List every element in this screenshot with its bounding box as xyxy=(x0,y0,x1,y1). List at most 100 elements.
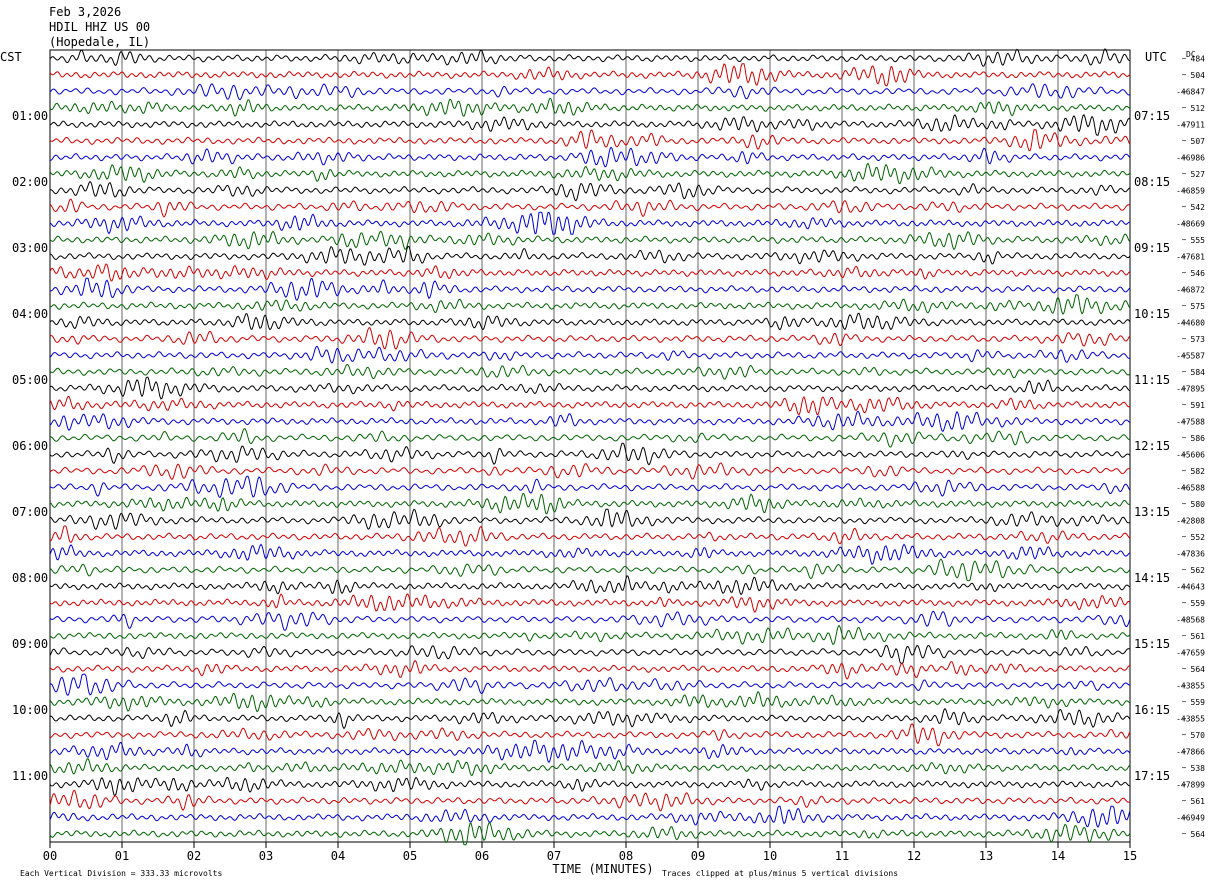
dc-value: -47588 xyxy=(1176,417,1205,426)
utc-hour-label: 12:15 xyxy=(1134,439,1170,453)
dc-value: -46872 xyxy=(1176,285,1205,294)
dc-value: -47899 xyxy=(1176,780,1205,789)
trace-line-39 xyxy=(49,673,1131,696)
cst-hour-label: 10:00 xyxy=(12,703,48,717)
dc-value: 591 xyxy=(1191,401,1206,410)
utc-hour-label: 11:15 xyxy=(1134,373,1170,387)
trace-line-3 xyxy=(49,83,1131,101)
dc-value: 559 xyxy=(1191,599,1206,608)
trace-line-4 xyxy=(49,97,1131,117)
cst-hour-label: 03:00 xyxy=(12,241,48,255)
location-label: (Hopedale, IL) xyxy=(49,35,150,49)
trace-line-41 xyxy=(49,707,1131,730)
dc-value: 582 xyxy=(1191,467,1206,476)
utc-hour-label: 17:15 xyxy=(1134,769,1170,783)
x-tick-label: 10 xyxy=(763,849,777,863)
dc-value: -46588 xyxy=(1176,483,1205,492)
cst-axis-title: CST xyxy=(0,50,22,64)
dc-value: -47866 xyxy=(1176,747,1205,756)
trace-line-18 xyxy=(49,327,1131,350)
trace-line-29 xyxy=(49,508,1131,530)
trace-line-8 xyxy=(49,162,1131,185)
dc-value: 512 xyxy=(1191,104,1206,113)
x-tick-label: 14 xyxy=(1051,849,1065,863)
cst-hour-label: 05:00 xyxy=(12,373,48,387)
trace-line-16 xyxy=(49,294,1131,316)
trace-line-21 xyxy=(49,376,1131,400)
minute-gridlines xyxy=(121,50,1059,842)
dc-value: 527 xyxy=(1191,170,1206,179)
utc-hour-label: 13:15 xyxy=(1134,505,1170,519)
dc-value: -45606 xyxy=(1176,450,1205,459)
trace-line-24 xyxy=(49,428,1131,448)
trace-line-12 xyxy=(49,230,1131,251)
x-tick-label: 15 xyxy=(1123,849,1137,863)
dc-value: -46859 xyxy=(1176,186,1205,195)
trace-line-31 xyxy=(49,543,1131,566)
utc-hour-label: 15:15 xyxy=(1134,637,1170,651)
x-axis-ticks: 00 01 02 03 04 05 06 07 08 09 10 11 12 13 14 15 xyxy=(43,842,1137,863)
dc-value: 484 xyxy=(1191,54,1206,63)
trace-line-19 xyxy=(49,345,1131,364)
trace-group xyxy=(49,48,1131,846)
dc-value: 564 xyxy=(1191,830,1206,839)
cst-hour-label: 08:00 xyxy=(12,571,48,585)
dc-value: -47836 xyxy=(1176,549,1205,558)
x-tick-label: 02 xyxy=(187,849,201,863)
dc-value: 586 xyxy=(1191,434,1206,443)
x-axis-title: TIME (MINUTES) xyxy=(552,862,653,876)
trace-line-34 xyxy=(49,593,1131,614)
plot-frame xyxy=(49,49,1131,843)
trace-line-17 xyxy=(49,312,1131,331)
trace-line-9 xyxy=(49,180,1131,202)
dc-value: 555 xyxy=(1191,236,1206,245)
x-tick-label: 04 xyxy=(331,849,345,863)
trace-line-7 xyxy=(49,146,1131,168)
trace-line-6 xyxy=(49,129,1131,152)
dc-value: -47659 xyxy=(1176,648,1205,657)
trace-line-30 xyxy=(49,525,1131,547)
cst-hour-label: 01:00 xyxy=(12,109,48,123)
utc-hour-label: 16:15 xyxy=(1134,703,1170,717)
cst-hour-label: 04:00 xyxy=(12,307,48,321)
dc-value: 573 xyxy=(1191,335,1206,344)
x-tick-label: 00 xyxy=(43,849,57,863)
trace-line-23 xyxy=(49,410,1131,432)
utc-hour-labels: 07:15 08:15 09:15 10:15 11:15 12:15 13:15 14:15… xyxy=(1134,109,1170,783)
x-tick-label: 03 xyxy=(259,849,273,863)
trace-line-36 xyxy=(49,624,1131,646)
trace-line-1 xyxy=(49,48,1131,67)
x-tick-label: 06 xyxy=(475,849,489,863)
trace-line-38 xyxy=(49,659,1131,680)
dc-value: -46949 xyxy=(1176,813,1205,822)
x-tick-label: 12 xyxy=(907,849,921,863)
x-tick-label: 05 xyxy=(403,849,417,863)
scale-note: Each Vertical Division = 333.33 microvol… xyxy=(20,869,222,878)
dc-value: 507 xyxy=(1191,137,1206,146)
x-tick-label: 08 xyxy=(619,849,633,863)
trace-line-43 xyxy=(49,739,1131,764)
utc-hour-label: 09:15 xyxy=(1134,241,1170,255)
trace-line-28 xyxy=(49,492,1131,515)
trace-line-47 xyxy=(49,805,1131,829)
trace-line-33 xyxy=(49,575,1131,596)
dc-value-labels: 484 504 -46847 512 -47911 507 -46986 527 -46859 5… xyxy=(1176,54,1205,839)
dc-value: -44680 xyxy=(1176,318,1205,327)
station-label: HDIL HHZ US 00 xyxy=(49,20,150,34)
x-tick-label: 13 xyxy=(979,849,993,863)
dc-value: -47911 xyxy=(1176,120,1205,129)
x-tick-label: 01 xyxy=(115,849,129,863)
trace-line-13 xyxy=(49,245,1131,266)
dc-value: 564 xyxy=(1191,665,1206,674)
dc-value: -47681 xyxy=(1176,252,1205,261)
trace-line-2 xyxy=(49,63,1131,87)
trace-line-10 xyxy=(49,198,1131,218)
dc-value: 561 xyxy=(1191,632,1206,641)
trace-line-37 xyxy=(49,644,1131,664)
trace-line-44 xyxy=(49,757,1131,777)
dc-value: -45587 xyxy=(1176,351,1205,360)
x-tick-label: 07 xyxy=(547,849,561,863)
trace-line-14 xyxy=(49,263,1131,282)
clip-note: Traces clipped at plus/minus 5 vertical … xyxy=(662,869,898,878)
